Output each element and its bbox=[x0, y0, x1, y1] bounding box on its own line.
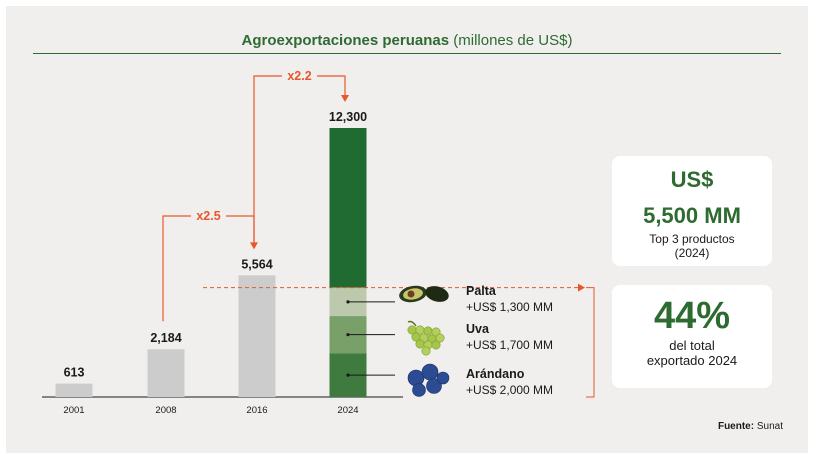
product-uva: Uva +US$ 1,700 MM bbox=[466, 321, 553, 353]
grape bbox=[431, 340, 441, 350]
share-desc-line1: del total bbox=[669, 338, 715, 353]
grapes-icon bbox=[407, 320, 445, 356]
avocado-icon bbox=[399, 285, 449, 303]
growth-2008-2016-label: x2.5 bbox=[196, 209, 220, 223]
product-name: Uva bbox=[466, 322, 489, 336]
growth-2016-2024-arrowhead bbox=[341, 95, 349, 102]
value-label-2001: 613 bbox=[64, 366, 85, 380]
source-note: Fuente: Sunat bbox=[718, 421, 783, 432]
chart-title: Agroexportaciones peruanas (millones de … bbox=[33, 32, 781, 49]
category-label-2016: 2016 bbox=[246, 405, 267, 416]
product-value: +US$ 2,000 MM bbox=[466, 383, 554, 397]
bar-2001 bbox=[55, 383, 93, 397]
bar-2024-rest bbox=[329, 128, 367, 288]
top3-desc-line1: Top 3 productos bbox=[649, 232, 735, 246]
grape bbox=[421, 346, 431, 356]
top3-bracket bbox=[586, 287, 595, 398]
category-label-2001: 2001 bbox=[63, 405, 84, 416]
chart-title-bold: Agroexportaciones peruanas bbox=[241, 32, 450, 49]
share-desc-line2: exportado 2024 bbox=[646, 353, 738, 368]
grape-stem bbox=[407, 320, 417, 327]
avocado-whole bbox=[425, 286, 449, 302]
blueberry bbox=[412, 383, 426, 397]
top3-desc-line2: (2024) bbox=[674, 246, 710, 260]
source-value: Sunat bbox=[756, 421, 783, 432]
growth-2016-2024-connector-left bbox=[253, 75, 282, 248]
growth-2008-2016-connector-left bbox=[162, 215, 191, 322]
grape bbox=[415, 339, 425, 349]
blueberry-icon bbox=[407, 363, 450, 397]
blueberry bbox=[436, 371, 450, 385]
source-label: Fuente: bbox=[717, 421, 755, 432]
growth-2016-2024-connector-right bbox=[317, 75, 346, 96]
growth-2016-2024-label: x2.2 bbox=[287, 69, 311, 83]
product-value: +US$ 1,300 MM bbox=[466, 300, 554, 314]
value-label-2016: 5,564 bbox=[241, 257, 272, 271]
value-label-2008: 2,184 bbox=[150, 331, 181, 345]
title-divider bbox=[33, 53, 781, 54]
blueberry bbox=[407, 369, 425, 387]
reference-arrowhead bbox=[578, 283, 585, 292]
product-palta: Palta +US$ 1,300 MM bbox=[466, 283, 553, 315]
top3-value-line2: 5,500 MM bbox=[643, 203, 741, 228]
top3-value-line1: US$ bbox=[670, 167, 714, 192]
growth-2008-2016-connector-right bbox=[226, 215, 255, 244]
product-name: Arándano bbox=[466, 367, 525, 381]
blueberry bbox=[421, 363, 439, 381]
category-label-2008: 2008 bbox=[155, 405, 176, 416]
category-label-2024: 2024 bbox=[337, 405, 358, 416]
product-arandano: Arándano +US$ 2,000 MM bbox=[466, 366, 553, 398]
share-value: 44% bbox=[653, 295, 731, 337]
bar-2008 bbox=[147, 349, 185, 397]
bar-2016 bbox=[238, 275, 276, 397]
avocado-seed bbox=[407, 290, 415, 298]
share-card: 44% del total exportado 2024 bbox=[612, 285, 772, 388]
value-label-2024: 12,300 bbox=[329, 110, 367, 124]
product-value: +US$ 1,700 MM bbox=[466, 338, 554, 352]
product-name: Palta bbox=[466, 284, 496, 298]
top3-card: US$ 5,500 MM Top 3 productos (2024) bbox=[612, 156, 772, 266]
blueberry bbox=[426, 378, 442, 394]
chart-title-unit: (millones de US$) bbox=[453, 32, 573, 49]
grape bbox=[435, 333, 445, 343]
